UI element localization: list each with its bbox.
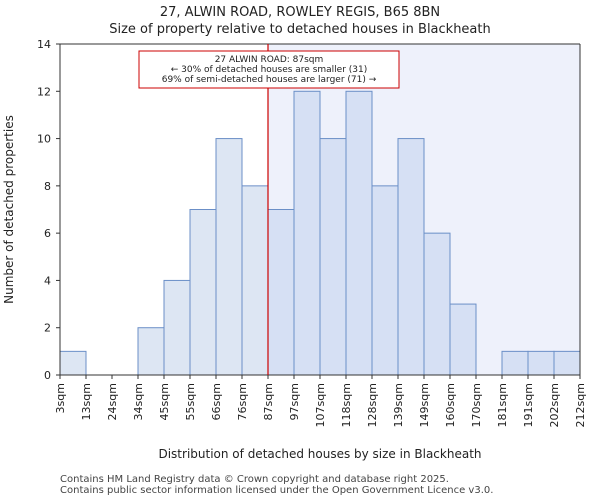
x-tick-label: 160sqm [444,383,457,427]
bar [59,350,87,376]
annotation-line-1: 27 ALWIN ROAD: 87sqm [215,55,324,65]
x-tick-label: 107sqm [314,383,327,427]
y-tick-label: 4 [44,274,51,287]
y-tick-label: 2 [44,322,51,335]
chart-subtitle: Size of property relative to detached ho… [109,22,491,37]
x-tick-label: 181sqm [496,383,509,427]
bar [527,350,555,376]
x-tick-label: 87sqm [262,383,275,420]
bar [293,90,321,376]
footer-line-2: Contains public sector information licen… [60,485,494,496]
bar [371,185,399,376]
y-tick-label: 0 [44,369,51,382]
footer-line-1: Contains HM Land Registry data © Crown c… [60,474,449,485]
footer: Contains HM Land Registry data © Crown c… [60,474,493,496]
x-tick-label: 128sqm [366,383,379,427]
bar [449,303,477,376]
x-tick-label: 34sqm [132,383,145,420]
bar [189,209,217,376]
y-tick-label: 8 [44,180,51,193]
annotation-line-3: 69% of semi-detached houses are larger (… [162,75,377,85]
bar [241,185,269,376]
x-tick-label: 13sqm [80,383,93,420]
y-tick-label: 12 [37,85,51,98]
y-axis-label: Number of detached properties [2,115,16,304]
x-tick-label: 139sqm [392,383,405,427]
bar [319,138,347,376]
bar [553,350,581,376]
chart-title: 27, ALWIN ROAD, ROWLEY REGIS, B65 8BN [159,5,441,20]
x-tick-label: 45sqm [158,383,171,420]
bar [397,138,425,376]
annotation-box [138,50,400,89]
x-tick-label: 212sqm [574,383,587,427]
x-tick-label: 24sqm [106,383,119,420]
y-tick-label: 14 [37,38,51,51]
bar [345,90,373,376]
x-tick-label: 170sqm [470,383,483,427]
x-tick-label: 191sqm [522,383,535,427]
x-tick-label: 76sqm [236,383,249,420]
x-tick-label: 66sqm [210,383,223,420]
y-tick-label: 6 [44,227,51,240]
x-tick-label: 3sqm [54,383,67,413]
x-tick-label: 55sqm [184,383,197,420]
bar [501,350,529,376]
x-tick-label: 202sqm [548,383,561,427]
x-tick-label: 149sqm [418,383,431,427]
y-tick-label: 10 [37,133,51,146]
bar [423,232,451,376]
x-tick-label: 97sqm [288,383,301,420]
bar [163,279,191,376]
bar [267,209,295,376]
bar [137,327,165,376]
annotation-line-2: ← 30% of detached houses are smaller (31… [171,65,368,75]
x-axis-label: Distribution of detached houses by size … [158,447,481,461]
x-tick-label: 118sqm [340,383,353,427]
chart-title-block: 27, ALWIN ROAD, ROWLEY REGIS, B65 8BN Si… [0,4,600,38]
bar [215,138,243,376]
